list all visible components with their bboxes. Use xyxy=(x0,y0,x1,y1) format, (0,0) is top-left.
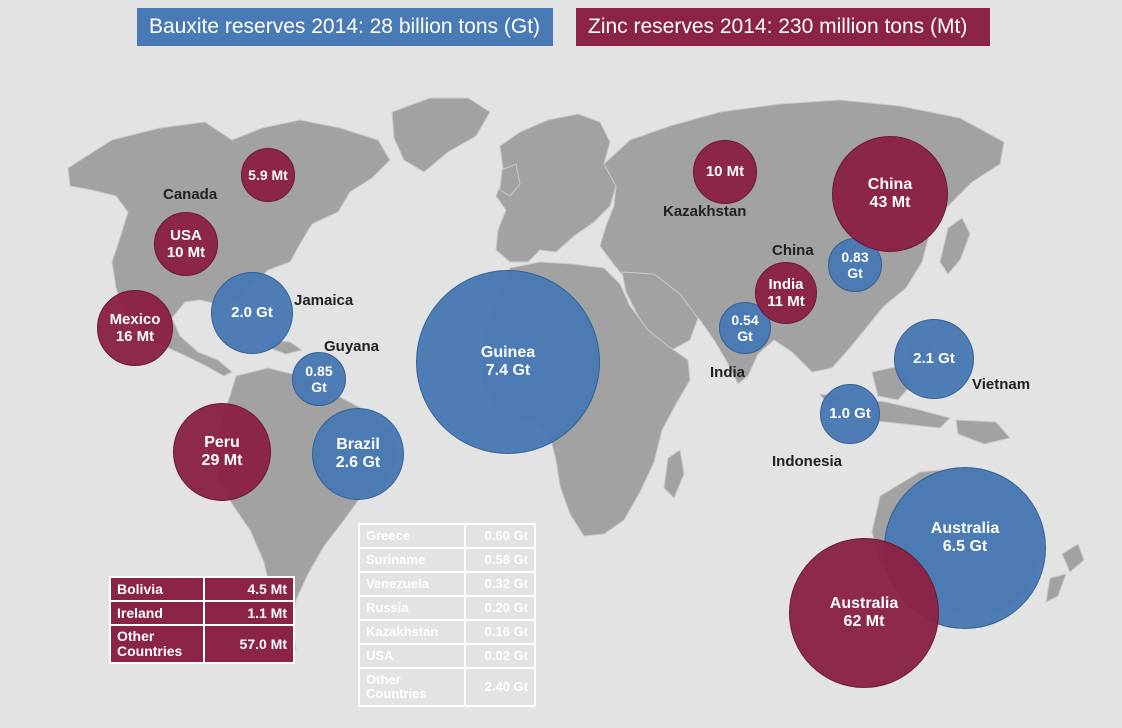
table-cell-value: 0.58 Gt xyxy=(464,547,536,573)
table-row: Russia 0.20 Gt xyxy=(358,595,536,621)
zinc-bubble-usa: USA 10 Mt xyxy=(154,212,218,276)
uk-landmass xyxy=(499,163,521,197)
table-cell-country: Greece xyxy=(358,523,466,549)
bubble-line: Mexico xyxy=(109,310,161,328)
table-cell-value: 57.0 Mt xyxy=(203,624,295,664)
zinc-bubble-india: India 11 Mt xyxy=(755,262,817,324)
bauxite-bubble-indonesia: 1.0 Gt xyxy=(820,384,880,444)
bubble-line: 43 Mt xyxy=(869,194,911,211)
table-cell-value: 4.5 Mt xyxy=(203,576,295,602)
zinc-bubble-peru: Peru 29 Mt xyxy=(173,403,271,501)
bubble-line: 16 Mt xyxy=(115,328,155,345)
country-label-vietnam: Vietnam xyxy=(972,376,1031,393)
table-cell-country: Kazakhstan xyxy=(358,619,466,645)
table-cell-value: 0.16 Gt xyxy=(464,619,536,645)
bauxite-bubble-brazil: Brazil 2.6 Gt xyxy=(312,408,404,500)
bubble-line: Brazil xyxy=(336,435,380,453)
table-cell-country: Bolivia xyxy=(109,576,205,602)
country-label-india: India xyxy=(710,364,746,381)
bubble-line: 5.9 Mt xyxy=(248,166,288,183)
zinc-bubble-kazakhstan: 10 Mt xyxy=(693,140,757,204)
bubble-line: USA xyxy=(170,226,202,244)
bubble-line: Gt xyxy=(737,328,753,344)
zinc-bubble-canada: 5.9 Mt xyxy=(241,148,295,202)
table-row: Venezuela 0.32 Gt xyxy=(358,571,536,597)
zinc-other-countries-table: Bolivia 4.5 Mt Ireland 1.1 Mt Other Coun… xyxy=(109,576,295,664)
bubble-line: Gt xyxy=(847,265,863,281)
table-cell-country: USA xyxy=(358,643,466,669)
bubble-line: 1.0 Gt xyxy=(829,405,871,423)
table-row: Other Countries 2.40 Gt xyxy=(358,667,536,707)
bubble-line: Australia xyxy=(829,594,899,612)
bubble-line: 10 Mt xyxy=(166,244,206,261)
table-cell-value: 2.40 Gt xyxy=(464,667,536,707)
table-cell-country: Venezuela xyxy=(358,571,466,597)
bubble-line: 7.4 Gt xyxy=(485,362,531,379)
bubble-line: Guinea xyxy=(480,343,536,361)
bubble-line: Peru xyxy=(204,433,240,451)
table-cell-country: Suriname xyxy=(358,547,466,573)
bubble-line: Australia xyxy=(930,519,1000,537)
greenland-landmass xyxy=(391,97,491,173)
arabia-landmass xyxy=(621,271,699,353)
bubble-line: 11 Mt xyxy=(767,293,805,310)
madagascar-landmass xyxy=(663,449,685,499)
table-row: Greece 0.60 Gt xyxy=(358,523,536,549)
bubble-line: China xyxy=(867,175,913,193)
bubble-line: India xyxy=(768,275,804,293)
country-label-kazakhstan: Kazakhstan xyxy=(663,203,747,220)
new-guinea-landmass xyxy=(955,419,1011,445)
bubble-line: 62 Mt xyxy=(843,613,885,630)
bubble-line: 2.1 Gt xyxy=(913,350,955,368)
bauxite-legend-box: Bauxite reserves 2014: 28 billion tons (… xyxy=(137,8,553,46)
bauxite-other-countries-table: Greece 0.60 Gt Suriname 0.58 Gt Venezuel… xyxy=(358,523,536,707)
table-cell-value: 0.32 Gt xyxy=(464,571,536,597)
table-cell-value: 0.60 Gt xyxy=(464,523,536,549)
bauxite-bubble-vietnam: 2.1 Gt xyxy=(894,319,974,399)
bubble-line: 2.6 Gt xyxy=(335,454,381,471)
table-row: Kazakhstan 0.16 Gt xyxy=(358,619,536,645)
bauxite-bubble-guyana: 0.85 Gt xyxy=(292,352,346,406)
bubble-line: 29 Mt xyxy=(201,452,243,469)
bauxite-bubble-jamaica: 2.0 Gt xyxy=(211,272,293,354)
table-row: Suriname 0.58 Gt xyxy=(358,547,536,573)
country-label-canada: Canada xyxy=(163,186,218,203)
country-label-indonesia: Indonesia xyxy=(772,453,843,470)
zinc-bubble-australia: Australia 62 Mt xyxy=(789,538,939,688)
bubble-line: 2.0 Gt xyxy=(231,304,273,322)
bubble-line: 6.5 Gt xyxy=(942,538,988,555)
table-row: USA 0.02 Gt xyxy=(358,643,536,669)
country-label-jamaica: Jamaica xyxy=(294,292,354,309)
bubble-line: 0.54 xyxy=(731,311,759,328)
bubble-line: Gt xyxy=(311,379,327,395)
table-cell-country: Russia xyxy=(358,595,466,621)
table-row: Other Countries 57.0 Mt xyxy=(109,624,295,664)
table-cell-value: 1.1 Mt xyxy=(203,600,295,626)
bubble-line: 10 Mt xyxy=(705,163,745,181)
bauxite-bubble-guinea: Guinea 7.4 Gt xyxy=(416,270,600,454)
new-zealand-south-landmass xyxy=(1045,573,1067,603)
table-row: Ireland 1.1 Mt xyxy=(109,600,295,626)
country-label-guyana: Guyana xyxy=(324,338,380,355)
bubble-line: 0.85 xyxy=(305,362,333,379)
table-cell-value: 0.02 Gt xyxy=(464,643,536,669)
table-cell-country: Other Countries xyxy=(109,624,205,664)
table-cell-country: Other Countries xyxy=(358,667,466,707)
table-cell-value: 0.20 Gt xyxy=(464,595,536,621)
zinc-bubble-china: China 43 Mt xyxy=(832,136,948,252)
zinc-legend-box: Zinc reserves 2014: 230 million tons (Mt… xyxy=(576,8,990,46)
bubble-line: 0.83 xyxy=(841,248,869,265)
europe-landmass xyxy=(495,113,617,263)
zinc-bubble-mexico: Mexico 16 Mt xyxy=(97,290,173,366)
new-zealand-landmass xyxy=(1061,543,1085,573)
table-cell-country: Ireland xyxy=(109,600,205,626)
japan-landmass xyxy=(939,217,971,275)
country-label-china: China xyxy=(772,242,814,259)
table-row: Bolivia 4.5 Mt xyxy=(109,576,295,602)
